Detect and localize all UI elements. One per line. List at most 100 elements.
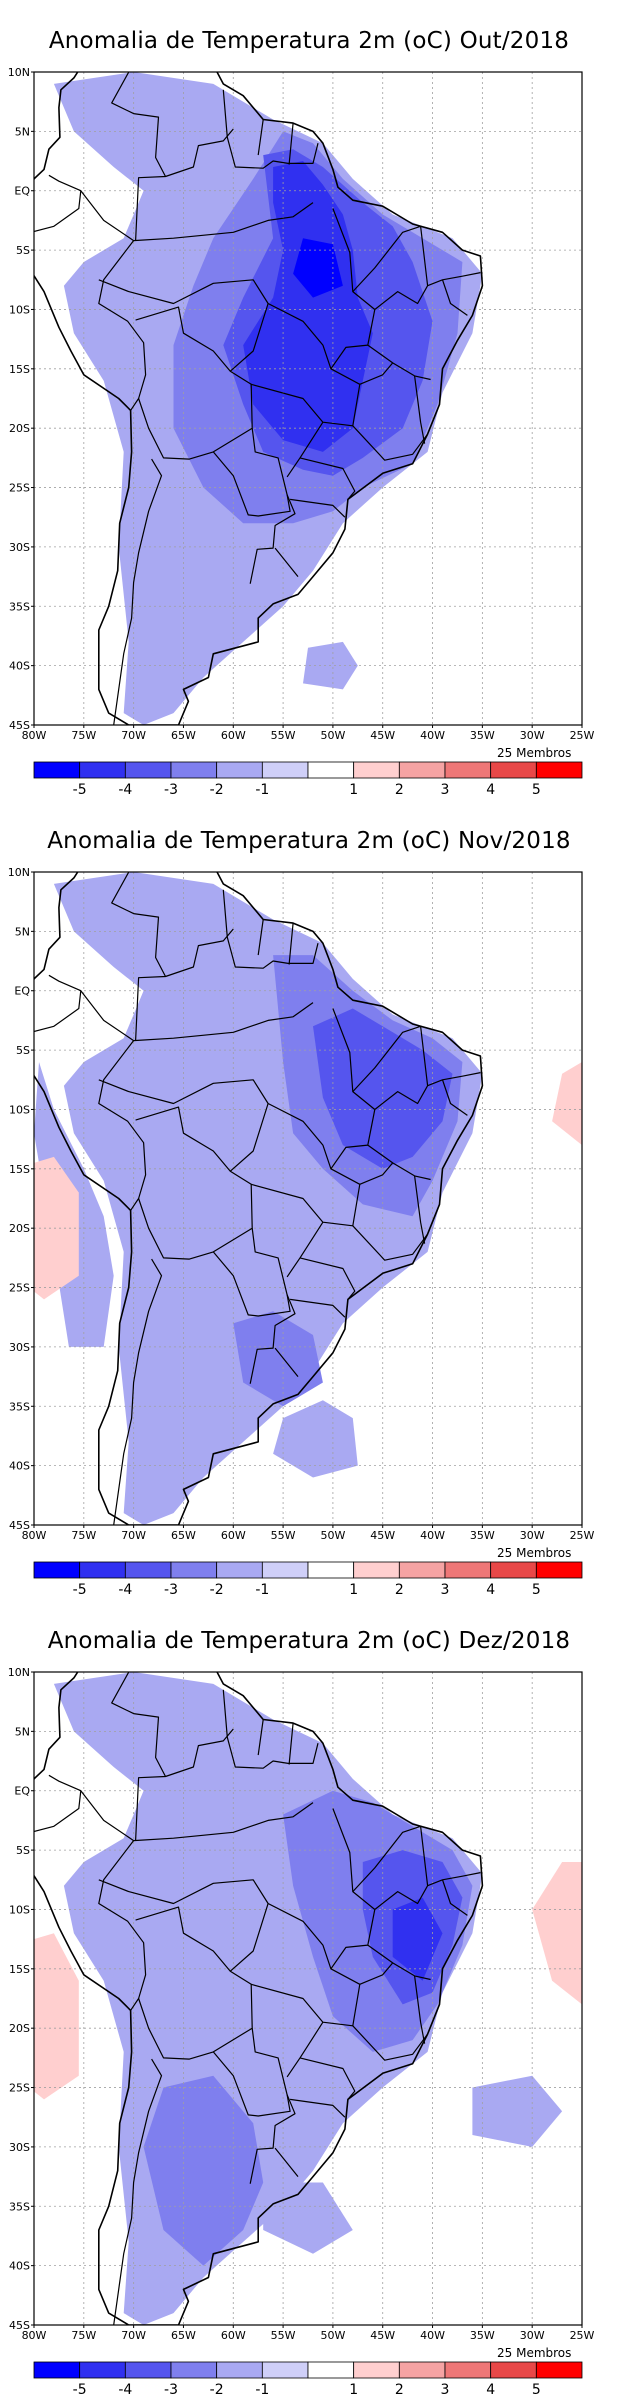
colorbar-label: -1 (255, 782, 269, 798)
lat-tick-label: 30S (9, 1341, 30, 1354)
country-border (288, 1723, 294, 1765)
lon-tick-label: 60W (221, 2329, 246, 2342)
lon-tick-label: 70W (121, 729, 146, 742)
lat-tick-label: EQ (14, 1785, 30, 1798)
continent-outline (34, 1672, 484, 2325)
lon-tick-label: 75W (71, 729, 96, 742)
country-border (133, 202, 314, 242)
lat-tick-label: EQ (14, 985, 30, 998)
colorbar-swatch (490, 1561, 537, 1579)
country-border (352, 1825, 421, 1893)
colorbar-swatch (535, 761, 583, 779)
colorbar-swatch (79, 2361, 126, 2379)
anomaly-field (34, 72, 582, 725)
country-border (352, 2025, 429, 2061)
colorbar-swatch (33, 761, 81, 779)
country-border (80, 990, 147, 1211)
country-border (133, 1002, 314, 1042)
country-border (251, 368, 361, 427)
country-border (299, 2057, 356, 2100)
country-border (427, 1872, 481, 1887)
colorbar-swatch (124, 761, 172, 779)
country-border (274, 2147, 299, 2177)
colorbar-label: -3 (164, 1582, 178, 1598)
lon-tick-label: 60W (221, 1529, 246, 1542)
lat-tick-label: 25S (9, 1282, 30, 1295)
lat-tick-label: 15S (9, 1163, 30, 1176)
colorbar-label: 1 (349, 1582, 358, 1598)
lon-tick-label: 50W (320, 1529, 345, 1542)
colorbar-swatch (170, 761, 218, 779)
coastlines (34, 872, 484, 1525)
colorbar-swatch (444, 1561, 492, 1579)
colorbar-swatch (33, 2361, 81, 2379)
country-border (113, 2058, 163, 2325)
lon-tick-label: 50W (320, 2329, 345, 2342)
country-border (441, 279, 468, 316)
lat-tick-label: 5N (15, 125, 30, 138)
country-border (251, 1168, 361, 1227)
country-border (374, 1026, 429, 1110)
country-border (80, 1790, 147, 2011)
lat-tick-label: 45S (9, 1519, 30, 1532)
lon-tick-label: 65W (171, 1529, 196, 1542)
colorbar-label: 2 (395, 2382, 404, 2398)
country-border (290, 2098, 346, 2118)
lon-tick-label: 55W (271, 729, 296, 742)
grid (34, 872, 582, 1525)
lon-tick-label: 30W (520, 2329, 545, 2342)
country-border (251, 1968, 361, 2027)
country-border (441, 1879, 468, 1916)
country-border (352, 425, 429, 461)
country-border (299, 1257, 356, 1300)
country-border (427, 272, 481, 287)
colorbar-swatch (307, 1561, 355, 1579)
colorbar-swatch (535, 1561, 583, 1579)
colorbar-swatch (216, 2361, 263, 2379)
anomaly-contour (392, 1897, 443, 1981)
country-border (414, 375, 426, 444)
country-border (257, 919, 264, 956)
country-border (229, 1903, 269, 1972)
country-border (299, 457, 356, 500)
lon-tick-label: 45W (370, 729, 395, 742)
colorbar-label: -4 (118, 1582, 132, 1598)
colorbar-label: -5 (73, 782, 87, 798)
country-border (135, 306, 253, 460)
members-label: 25 Membros (497, 746, 572, 760)
country-border (359, 1162, 394, 1185)
anomaly-contour (273, 1400, 358, 1478)
colorbar-swatch (216, 1561, 263, 1579)
grid (34, 1672, 582, 2325)
lon-tick-label: 65W (171, 2329, 196, 2342)
panel-title: Anomalia de Temperatura 2m (oC) Out/2018 (48, 28, 570, 54)
colorbar-swatch (261, 761, 309, 779)
colorbar-label: -4 (118, 782, 132, 798)
colorbar-swatch (170, 2361, 218, 2379)
members-label: 25 Membros (497, 2346, 572, 2360)
country-border (135, 1106, 253, 1260)
lon-tick-label: 55W (271, 2329, 296, 2342)
coastlines (34, 1672, 484, 2325)
country-border (80, 190, 147, 411)
continent-outline (34, 872, 484, 1525)
country-border (212, 428, 291, 517)
continent-outline (34, 72, 484, 725)
country-border (359, 362, 394, 385)
lon-tick-label: 40W (420, 1529, 445, 1542)
colorbar-label: 2 (395, 782, 404, 798)
anomaly-contour (263, 2182, 353, 2254)
map-frame (33, 1671, 583, 2326)
country-border (212, 2028, 291, 2117)
panel-oct: Anomalia de Temperatura 2m (oC) Out/2018… (0, 0, 618, 800)
lat-tick-label: 35S (9, 2200, 30, 2213)
lon-tick-label: 25W (570, 1529, 595, 1542)
colorbar-label: -3 (164, 782, 178, 798)
colorbar-swatch (124, 1561, 172, 1579)
country-border (288, 123, 294, 165)
country-border (367, 1144, 431, 1181)
country-border (257, 119, 264, 156)
lon-tick-label: 50W (320, 729, 345, 742)
lat-tick-label: 20S (9, 422, 30, 435)
